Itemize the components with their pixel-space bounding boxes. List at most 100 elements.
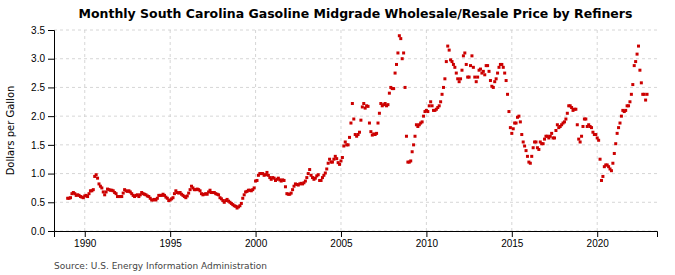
grid-line xyxy=(54,87,657,88)
title: Monthly South Carolina Gasoline Midgrade… xyxy=(79,6,633,21)
point xyxy=(441,93,444,96)
tick-mark xyxy=(597,231,598,237)
point xyxy=(339,159,342,162)
point xyxy=(332,158,335,161)
tick: 3.0 xyxy=(31,53,54,64)
point xyxy=(88,192,91,195)
tick: 2.0 xyxy=(31,111,54,122)
tick-mark xyxy=(48,116,54,117)
point xyxy=(378,112,381,115)
point xyxy=(640,81,643,84)
grid xyxy=(54,30,657,231)
point xyxy=(284,185,287,188)
tick: 0.0 xyxy=(31,226,54,237)
point xyxy=(388,92,391,95)
tick-mark xyxy=(512,231,513,237)
point xyxy=(617,126,620,129)
tick-label: 2.5 xyxy=(31,82,45,93)
point xyxy=(500,63,503,66)
tick-mark xyxy=(48,231,54,232)
point xyxy=(458,80,461,83)
point xyxy=(352,118,355,121)
point xyxy=(469,64,472,67)
point xyxy=(459,77,462,80)
point xyxy=(404,86,407,89)
tick: 2.5 xyxy=(31,82,54,93)
point xyxy=(86,195,89,198)
point xyxy=(624,109,627,112)
tick-label: 3.5 xyxy=(31,25,45,36)
point xyxy=(486,64,489,67)
grid-line xyxy=(426,30,427,231)
point xyxy=(563,120,566,123)
tick-label: 2000 xyxy=(245,238,268,249)
tick-mark xyxy=(170,231,171,237)
tick-label: 3.0 xyxy=(31,53,45,64)
point xyxy=(455,72,458,75)
tick-label: 1.5 xyxy=(31,140,45,151)
point xyxy=(553,136,556,139)
point xyxy=(342,145,345,148)
point xyxy=(429,100,432,103)
point xyxy=(599,158,602,161)
point xyxy=(446,45,449,48)
point xyxy=(186,194,189,197)
point xyxy=(338,163,341,166)
point xyxy=(102,190,105,193)
point xyxy=(402,51,405,54)
point xyxy=(105,190,108,193)
point xyxy=(409,159,412,162)
tick-mark xyxy=(48,145,54,146)
tick-mark xyxy=(85,231,86,237)
point xyxy=(396,51,399,54)
point xyxy=(451,60,454,63)
point xyxy=(576,123,579,126)
point xyxy=(564,118,567,121)
point xyxy=(584,118,587,121)
point xyxy=(362,102,365,105)
point xyxy=(398,34,401,37)
point xyxy=(335,157,338,160)
tick: 2015 xyxy=(501,231,524,249)
point xyxy=(327,162,330,165)
points xyxy=(66,34,648,209)
tick: 1995 xyxy=(160,231,183,249)
point xyxy=(611,162,614,165)
point xyxy=(492,86,495,89)
point xyxy=(515,122,518,125)
point xyxy=(358,131,361,134)
point xyxy=(542,142,545,145)
point xyxy=(463,51,466,54)
point xyxy=(502,66,505,69)
point xyxy=(241,197,244,200)
point xyxy=(646,93,649,96)
point xyxy=(644,99,647,102)
tick-label: 0.5 xyxy=(31,197,45,208)
point xyxy=(507,110,510,113)
point xyxy=(367,105,370,108)
tick-label: 2005 xyxy=(330,238,353,249)
y-axis: 0.00.51.01.52.02.53.03.5 xyxy=(31,25,54,237)
point xyxy=(401,57,404,60)
point xyxy=(265,171,268,174)
point xyxy=(456,77,459,80)
point xyxy=(503,72,506,75)
tick-mark xyxy=(256,231,257,237)
grid-line xyxy=(255,30,256,231)
point xyxy=(468,76,471,79)
point xyxy=(100,186,103,189)
point xyxy=(255,179,258,182)
tick-label: 0.0 xyxy=(31,226,45,237)
point xyxy=(590,126,593,129)
tick: 3.5 xyxy=(31,25,54,36)
point xyxy=(405,135,408,138)
point xyxy=(283,179,286,182)
point xyxy=(122,192,125,195)
point xyxy=(631,83,634,86)
point xyxy=(199,189,202,192)
tick: 1.5 xyxy=(31,140,54,151)
tick: 2005 xyxy=(330,231,353,249)
point xyxy=(628,100,631,103)
point xyxy=(348,136,351,139)
point xyxy=(613,152,616,155)
